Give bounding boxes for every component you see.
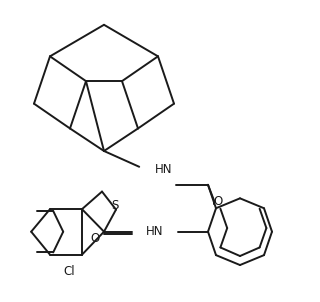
Text: S: S [111,199,119,212]
Text: HN: HN [146,225,164,238]
Text: O: O [213,195,223,208]
Text: HN: HN [155,163,173,176]
Text: Cl: Cl [63,265,75,278]
Text: O: O [91,233,100,246]
